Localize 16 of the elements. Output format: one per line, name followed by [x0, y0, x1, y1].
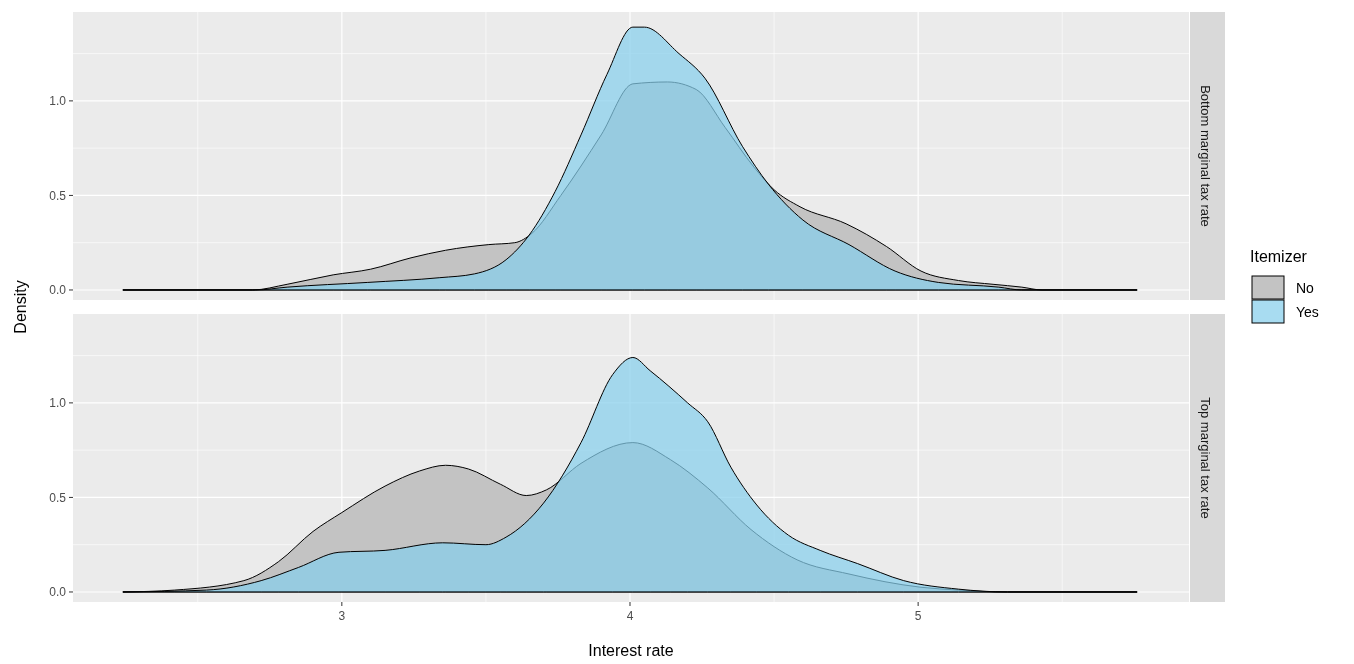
legend-label: No [1296, 279, 1315, 296]
text: Top marginal tax rate [1198, 397, 1213, 519]
legend-label: Yes [1296, 303, 1319, 320]
y-tick-label: 1.0 [49, 396, 67, 411]
x-tick-label: 4 [626, 609, 634, 623]
y-tick-label: 1.0 [49, 94, 67, 109]
text: Bottom marginal tax rate [1198, 85, 1213, 227]
y-tick-label: 0.0 [49, 585, 67, 600]
y-tick-label: 0.5 [49, 490, 67, 505]
legend-title: Itemizer [1250, 248, 1308, 265]
x-tick-label: 3 [338, 609, 346, 623]
y-tick-label: 0.0 [49, 283, 67, 298]
x-tick-label: 5 [914, 609, 922, 623]
y-axis-title: Density [12, 280, 29, 334]
x-axis-title: Interest rate [588, 642, 674, 659]
y-tick-label: 0.5 [49, 188, 67, 203]
